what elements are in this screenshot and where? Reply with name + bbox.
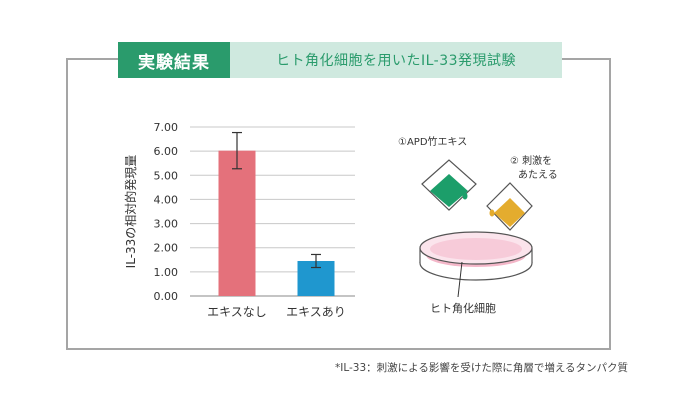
y-tick-label: 1.00 xyxy=(154,266,179,279)
y-tick-label: 5.00 xyxy=(154,169,179,182)
step1-label: ①APD竹エキス xyxy=(398,137,468,148)
step2-label-line2: あたえる xyxy=(518,170,558,181)
y-tick-label: 4.00 xyxy=(154,193,179,206)
x-tick-label: エキスなし xyxy=(207,305,267,319)
y-tick-label: 3.00 xyxy=(154,218,179,231)
footnote: *IL-33：刺激による影響を受けた際に角層で増えるタンパク質 xyxy=(334,362,628,374)
bar xyxy=(218,150,256,296)
dish-label-pointer xyxy=(457,261,463,298)
y-tick-label: 6.00 xyxy=(154,145,179,158)
y-tick-label: 7.00 xyxy=(154,121,179,134)
y-axis-label: IL-33の相対的発現量 xyxy=(123,155,138,269)
y-tick-label: 2.00 xyxy=(154,242,179,255)
experiment-title: ヒト角化細胞を用いたIL-33発現試験 xyxy=(230,42,562,78)
dish-label: ヒト角化細胞 xyxy=(430,302,496,315)
step2-label-line1: ② 刺激を xyxy=(510,156,553,167)
y-tick-label: 0.00 xyxy=(154,290,179,303)
header: 実験結果 ヒト角化細胞を用いたIL-33発現試験 xyxy=(118,42,562,78)
petri-dish-icon xyxy=(419,231,533,281)
x-tick-label: エキスあり xyxy=(286,305,346,319)
results-badge: 実験結果 xyxy=(118,42,230,78)
yellow-stimulus-bottle-icon xyxy=(486,182,533,231)
green-extract-bottle-icon xyxy=(421,159,477,211)
